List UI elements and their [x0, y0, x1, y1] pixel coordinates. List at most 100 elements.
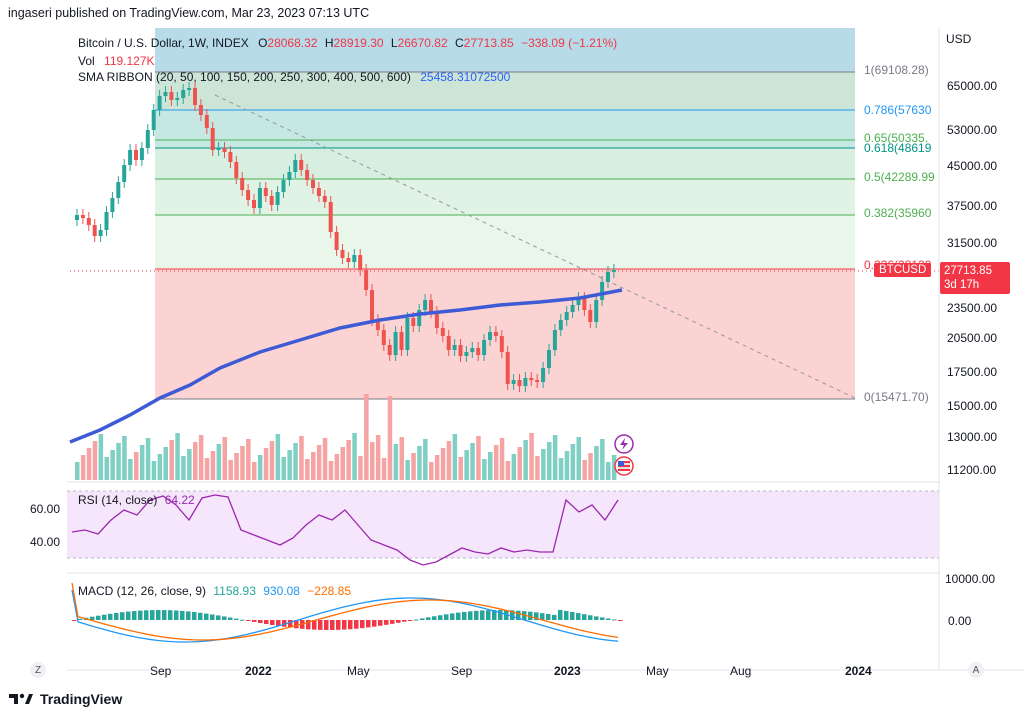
macd-hist-bar — [192, 612, 197, 620]
fib-level-label: 0.5(42289.99 — [864, 170, 935, 184]
macd-hist-bar — [126, 611, 131, 620]
rsi-line[interactable] — [71, 494, 619, 566]
candle-body — [305, 170, 310, 180]
macd-hist-bar — [402, 620, 407, 622]
volume-bar — [405, 460, 410, 480]
candle-body — [364, 270, 369, 290]
fib-zone-3 — [155, 148, 855, 179]
macd-hist-bar — [588, 615, 593, 620]
legend-volume-row[interactable]: Vol 119.127K — [78, 54, 155, 68]
last-price-tag[interactable]: 27713.85 3d 17h — [940, 262, 1010, 294]
volume-bar — [470, 443, 475, 480]
candle-body — [122, 165, 127, 182]
volume-bar — [187, 449, 192, 480]
fib-zone-top — [155, 28, 855, 72]
auto-scale-button[interactable]: A — [968, 662, 984, 678]
legend-sma-row[interactable]: SMA RIBBON (20, 50, 100, 150, 200, 250, … — [78, 70, 510, 84]
volume-bar — [322, 438, 328, 480]
time-tick: 2022 — [245, 664, 272, 678]
macd-line[interactable] — [71, 589, 619, 643]
macd-hist-bar — [528, 611, 533, 620]
volume-bar — [257, 455, 263, 480]
macd-hist-bar — [180, 610, 185, 620]
macd-hist-bar — [384, 620, 389, 625]
macd-hist-bar — [600, 617, 605, 620]
volume-bar — [582, 460, 587, 480]
macd-legend[interactable]: MACD (12, 26, close, 9) 1158.93 930.08 −… — [78, 584, 351, 598]
candle-body — [252, 200, 256, 208]
price-tick: 13000.00 — [947, 430, 998, 444]
lightning-icon[interactable] — [614, 434, 634, 454]
volume-bar — [505, 461, 511, 480]
ohlc-c-label: C — [454, 36, 464, 50]
macd-hist-bar — [258, 620, 263, 623]
candle-body — [440, 328, 445, 336]
trend-line[interactable] — [214, 94, 856, 399]
price-tick: 17500.00 — [947, 365, 998, 379]
macd-hist-bar — [390, 620, 395, 624]
macd-pane[interactable] — [67, 572, 939, 643]
rsi-pane[interactable] — [67, 481, 939, 566]
macd-hist-bar — [420, 618, 425, 620]
macd-hist-bar — [558, 609, 563, 620]
candle-body — [393, 332, 398, 355]
fib-level-label: 0.65(50335. — [864, 131, 929, 145]
macd-value: 1158.93 — [213, 584, 256, 598]
candlesticks[interactable] — [75, 82, 616, 392]
volume-label: Vol — [78, 54, 95, 68]
candle-body — [322, 196, 327, 202]
macd-histogram — [72, 609, 623, 630]
volume-bar — [134, 452, 139, 480]
macd-hist-bar — [282, 620, 287, 627]
volume-bars — [75, 394, 617, 480]
signal-line[interactable] — [71, 582, 619, 641]
volume-bar — [293, 443, 298, 480]
macd-hist-bar — [594, 616, 599, 620]
us-flag-icon[interactable] — [614, 456, 634, 476]
macd-hist-bar — [336, 620, 341, 630]
macd-hist-bar — [150, 610, 155, 620]
candle-body — [387, 345, 392, 355]
fib-level-label: 0(15471.70) — [864, 390, 929, 404]
ohlc-high: 28919.30 — [333, 36, 384, 50]
fib-retracement[interactable] — [155, 28, 855, 400]
macd-hist-bar — [312, 620, 317, 630]
sma-ribbon-line[interactable] — [69, 288, 623, 444]
rsi-legend[interactable]: RSI (14, close) 64.22 — [78, 493, 195, 507]
symbol-price-tag: BTCUSD — [874, 263, 932, 277]
candle-body — [429, 300, 433, 312]
candle-body — [399, 332, 404, 350]
candle-body — [340, 250, 345, 258]
macd-hist-bar — [174, 610, 179, 620]
macd-hist-bar — [510, 610, 515, 620]
fib-zone-6 — [155, 269, 855, 399]
volume-bar — [541, 449, 546, 480]
volume-bar — [181, 456, 186, 480]
candle-body — [611, 270, 616, 272]
volume-bar — [198, 435, 204, 480]
macd-hist-bar — [618, 620, 623, 621]
volume-bar — [452, 434, 458, 480]
macd-hist-bar — [306, 620, 311, 630]
symbol-name[interactable]: Bitcoin / U.S. Dollar, 1W, INDEX — [78, 36, 249, 50]
ohlc-l-label: L — [390, 36, 398, 50]
tradingview-logo[interactable]: TradingView — [8, 691, 122, 707]
sma-value: 25458.31072500 — [420, 70, 511, 84]
macd-hist-bar — [606, 618, 611, 620]
macd-hist-bar — [414, 619, 419, 621]
candle-body — [287, 172, 292, 180]
ohlc-open: 28068.32 — [267, 36, 318, 50]
zoom-button[interactable]: Z — [30, 662, 46, 678]
volume-bar — [564, 451, 570, 480]
candle-body — [110, 198, 115, 212]
volume-bar — [346, 440, 351, 480]
candle-body — [210, 128, 215, 150]
candle-body — [139, 148, 144, 160]
macd-hist-bar — [114, 612, 119, 620]
volume-bar — [493, 445, 499, 480]
volume-bar — [434, 455, 440, 480]
macd-hist-bar — [120, 612, 125, 620]
candle-body — [358, 255, 363, 270]
macd-hist-bar — [372, 620, 377, 627]
